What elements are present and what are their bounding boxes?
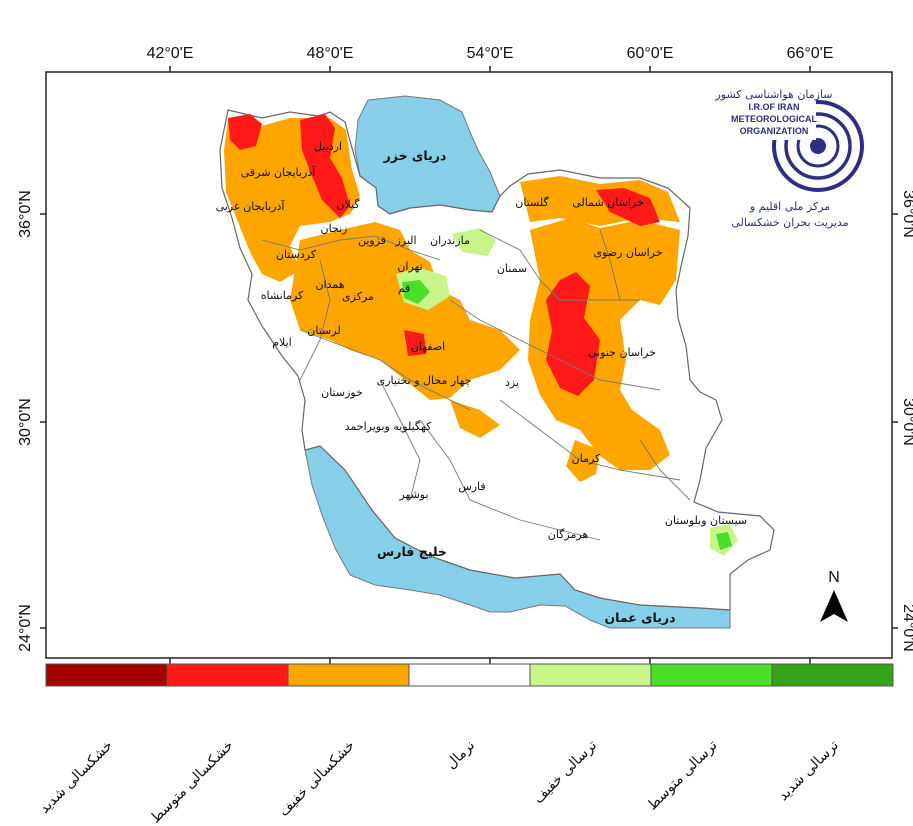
province-label: خراسان جنوبی (588, 346, 656, 359)
latitude-ticks (40, 213, 898, 629)
province-label: کرمان (572, 452, 601, 465)
legend-swatch (771, 663, 894, 687)
province-label: تهران (397, 260, 422, 273)
province-label: خراسان رضوی (593, 246, 662, 259)
lat-label-30-right: 30°0'N (900, 398, 913, 446)
logo-org-name-fa: سازمان هواشناسی کشور (714, 88, 832, 101)
province-label: کهگیلویه وبویراحمد (345, 420, 432, 433)
legend-swatch (287, 663, 410, 687)
legend-swatch (529, 663, 652, 687)
drought-patches (224, 114, 738, 556)
oman-sea-label: دریای عمان (604, 610, 675, 625)
logo-center-fa-2: مدیریت بحران خشکسالی (731, 216, 848, 229)
province-label: همدان (315, 278, 344, 291)
north-label: N (828, 569, 840, 586)
province-label: آذربایجان شرقی (241, 165, 316, 179)
lon-label-60: 60°0'E (627, 45, 674, 62)
province-label: خراسان شمالی (572, 196, 644, 209)
province-borders (261, 229, 691, 541)
province-label: اردبیل (314, 140, 342, 153)
province-label: یزد (505, 376, 519, 389)
province-labels: اردبیل آذربایجان شرقی آذربایجان غربی گیل… (216, 140, 748, 541)
province-label: سمنان (497, 262, 527, 275)
lat-label-36-left: 36°0'N (17, 190, 34, 238)
legend-swatch (650, 663, 773, 687)
province-label: کرمانشاه (261, 289, 304, 302)
logo-line-2: METEOROLOGICAL (731, 114, 817, 124)
lat-label-24-right: 24°0'N (900, 604, 913, 652)
legend-swatch (166, 663, 289, 687)
caspian-label: دریای خزر (383, 148, 447, 163)
lon-label-54: 54°0'E (467, 45, 514, 62)
logo-line-1: I.R.OF IRAN (749, 102, 800, 112)
province-label: لرستان (307, 324, 340, 337)
logo-emblem-icon (772, 100, 864, 192)
lat-label-30-left: 30°0'N (17, 398, 34, 446)
province-label: بوشهر (398, 488, 428, 501)
legend-swatch (45, 663, 168, 687)
province-label: خوزستان (321, 386, 363, 399)
province-label: کردستان (276, 248, 317, 261)
province-label: مرکزی (342, 290, 374, 303)
province-label: قم (398, 282, 411, 295)
province-label: آذربایجان غربی (216, 199, 286, 213)
province-label: چهار محال و بختیاری (377, 374, 472, 387)
province-label: مازندران (430, 234, 470, 247)
province-label: زنجان (321, 222, 348, 235)
lon-label-66: 66°0'E (787, 45, 834, 62)
logo-center-fa-1: مرکز ملی اقلیم و (749, 200, 830, 213)
province-label: ایلام (272, 336, 292, 349)
province-label: فارس (458, 480, 485, 493)
province-label: البرز (394, 234, 416, 247)
province-label: اصفهان (411, 340, 445, 353)
province-label: قزوین (358, 234, 386, 247)
persian-gulf-label: خلیج فارس (377, 544, 447, 559)
legend-bar (45, 663, 894, 687)
lat-label-24-left: 24°0'N (17, 604, 34, 652)
province-label: هرمزگان (548, 528, 589, 541)
lon-label-48: 48°0'E (307, 45, 354, 62)
province-label: گلستان (515, 196, 549, 209)
province-label: گیلان (336, 198, 360, 211)
north-arrow-icon: N (820, 569, 848, 622)
organization-logo: سازمان هواشناسی کشور I.R.OF IRAN METEORO… (714, 88, 864, 229)
legend-swatch (408, 663, 531, 687)
lon-label-42: 42°0'E (147, 45, 194, 62)
lat-label-36-right: 36°0'N (900, 190, 913, 238)
province-label: سیستان وبلوستان (665, 514, 747, 527)
logo-line-3: ORGANIZATION (740, 126, 809, 136)
longitude-ticks (169, 66, 811, 664)
